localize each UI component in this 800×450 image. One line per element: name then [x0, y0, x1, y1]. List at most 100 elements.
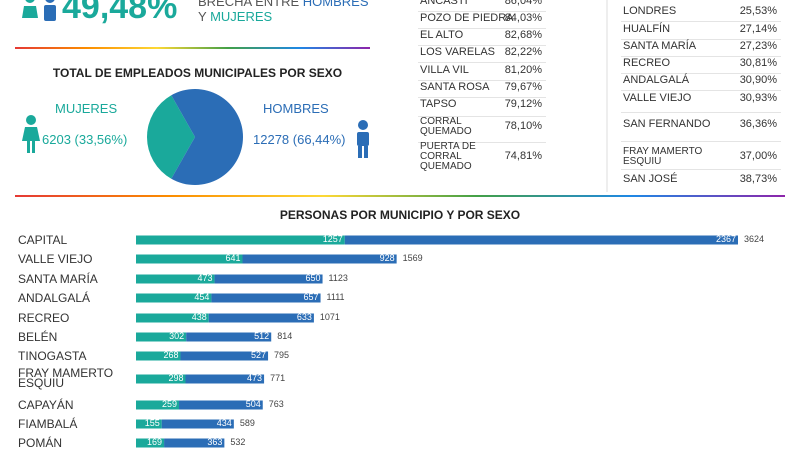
- total-label: 1123: [328, 273, 348, 283]
- pie-slice: [147, 95, 195, 179]
- rainbow-line: [15, 47, 370, 49]
- row-separator: [621, 56, 781, 57]
- category-label: POMÁN: [18, 436, 63, 450]
- table-name: LONDRES: [623, 5, 677, 17]
- table-name: ANCASTI: [420, 0, 468, 7]
- category-label: TINOGASTA: [18, 349, 87, 363]
- table-value: 84,03%: [504, 12, 542, 24]
- man-icon: [44, 0, 369, 158]
- bar-segment: [136, 438, 165, 448]
- table-value: 37,00%: [739, 150, 777, 162]
- total-label: 3624: [744, 234, 765, 244]
- bar-value-label: 298: [168, 373, 184, 383]
- table-name: PUERTA DE: [420, 141, 476, 152]
- table-name: SAN FERNANDO: [623, 118, 711, 130]
- pie-title: TOTAL DE EMPLEADOS MUNICIPALES POR SEXO: [52, 66, 343, 80]
- row-separator: [621, 141, 781, 142]
- category-label: CAPITAL: [18, 233, 68, 247]
- total-label: 532: [230, 437, 246, 447]
- table-name: SAN JOSÉ: [623, 173, 678, 185]
- row-separator: [621, 21, 781, 22]
- bar-segment: [214, 274, 323, 284]
- category-label: VALLE VIEJO: [18, 252, 93, 266]
- table-value: 30,93%: [739, 92, 777, 104]
- table-name: FRAY MAMERTO: [623, 146, 703, 157]
- table-name: VALLE VIEJO: [623, 92, 692, 104]
- row-separator: [418, 28, 546, 29]
- table-name: RECREO: [623, 57, 671, 69]
- table-value: 36,36%: [739, 118, 777, 130]
- category-label: RECREO: [18, 311, 70, 325]
- bar-segment: [136, 332, 187, 342]
- headline-text: Y MUJERES: [198, 9, 272, 24]
- total-label: 795: [274, 350, 290, 360]
- table-value: 82,68%: [504, 29, 542, 41]
- total-label: 1111: [326, 292, 345, 302]
- bar-segment: [180, 351, 269, 361]
- text: Y: [198, 9, 207, 24]
- category-label: FRAY MAMERTO ESQUIU: [18, 366, 114, 390]
- bar-value-label: 302: [169, 331, 185, 341]
- table-name: SANTA ROSA: [420, 81, 490, 93]
- bar-value-label: 473: [197, 273, 213, 283]
- table-value: 82,22%: [504, 46, 542, 58]
- bar-value-label: 641: [225, 253, 241, 263]
- bar-value-label: 527: [251, 350, 267, 360]
- total-label: 763: [268, 399, 284, 409]
- bar-value-label: 259: [161, 399, 178, 409]
- table-value: 81,20%: [504, 64, 542, 76]
- bar-value-label: 504: [245, 399, 261, 409]
- table-name: SANTA MARÍA: [623, 40, 697, 52]
- row-separator: [621, 73, 781, 74]
- table-name: CORRAL: [420, 116, 462, 127]
- table-value: 78,10%: [504, 120, 542, 132]
- table-value: 74,81%: [504, 150, 542, 162]
- bar-segment: [136, 274, 215, 284]
- bar-segment: [185, 374, 265, 384]
- bar-segment: [136, 374, 186, 384]
- bar-value-label: 155: [144, 418, 160, 428]
- bar-title: PERSONAS POR MUNICIPIO Y POR SEXO: [279, 208, 521, 222]
- row-separator: [418, 45, 546, 46]
- bar-segment: [211, 293, 321, 303]
- total-label: 1071: [319, 312, 340, 322]
- table-name: ANDALGALÁ: [623, 74, 690, 86]
- bar-value-label: 1257: [322, 234, 343, 244]
- bar-value-label: 473: [247, 373, 263, 383]
- table-name: QUEMADO: [420, 126, 472, 137]
- table-name: ESQUIU: [623, 156, 662, 167]
- table-value: 38,73%: [739, 173, 777, 185]
- table-name: VILLA VIL: [420, 64, 469, 76]
- table-name: QUEMADO: [420, 161, 472, 172]
- bar-segment: [186, 332, 272, 342]
- table-value: 30,90%: [739, 74, 777, 86]
- row-separator: [621, 169, 781, 170]
- table-name: EL ALTO: [420, 29, 464, 41]
- pie-slice: [171, 89, 244, 185]
- bar-segment: [136, 351, 181, 361]
- legend-label: HOMBRES: [263, 101, 329, 116]
- bar-segment: [242, 254, 397, 264]
- bar-segment: [161, 419, 234, 429]
- row-separator: [418, 11, 546, 12]
- category-label: BELÉN: [18, 330, 58, 344]
- rainbow-line: [15, 195, 785, 197]
- bar-value-label: 650: [305, 273, 321, 283]
- category-label: FIAMBALÁ: [18, 417, 78, 431]
- category-label: SANTA MARÍA: [18, 272, 98, 286]
- bar-segment: [136, 419, 162, 429]
- bar-segment: [136, 400, 180, 410]
- total-label: 1569: [402, 253, 423, 263]
- bar-segment: [136, 254, 243, 264]
- bar-value-label: 928: [379, 253, 395, 263]
- woman-icon: [22, 0, 40, 153]
- bar-segment: [344, 235, 738, 245]
- table-name: HUALFÍN: [623, 23, 671, 35]
- table-value: 79,12%: [504, 98, 542, 110]
- bar-value-label: 512: [254, 331, 270, 341]
- bar-value-label: 2367: [715, 234, 736, 244]
- headline-text: BRECHA ENTRE HOMBRES: [198, 0, 369, 9]
- bar-segment: [164, 438, 225, 448]
- bar-value-label: 363: [207, 437, 223, 447]
- row-separator: [621, 39, 781, 40]
